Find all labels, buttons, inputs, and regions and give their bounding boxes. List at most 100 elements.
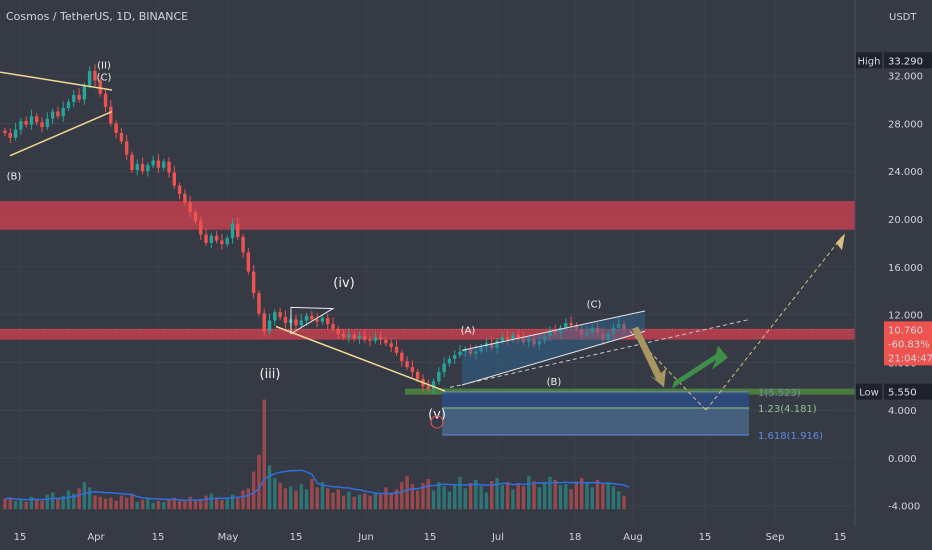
candle-body [262,313,266,332]
volume-bar [29,496,34,510]
candle-body [246,252,251,272]
volume-bar [527,475,531,510]
candle-body [336,328,341,334]
wave-label: (iii) [260,367,281,382]
volume-bar [35,499,39,510]
y-tick-label: 32.000 [888,72,923,83]
volume-bar [474,479,478,510]
fib-box-lower [442,407,749,436]
candle-body [378,337,383,340]
last-price-change: -60.83% [888,339,930,350]
volume-bar [479,486,483,510]
candle-body [357,336,362,339]
channel-dashed [449,318,751,388]
triangle-pattern [290,306,335,335]
volume-bar [262,399,266,510]
fib-label: 1(5.523) [758,388,801,399]
low-tag-label-bg [856,383,882,400]
candle-body [162,161,166,168]
volume-bar [188,496,192,510]
high-tag-value-bg [884,52,932,69]
volume-bar [124,497,129,510]
channel-bottom [461,330,646,386]
volume-bar [373,492,378,510]
candle-body [241,236,245,253]
x-tick-label: Jun [357,532,374,543]
candle-body [579,328,584,335]
volume-bar [177,500,182,510]
candle-body [199,221,203,235]
volume-bar [341,495,346,510]
volume-bar [119,495,124,510]
volume-bar [357,494,362,510]
volume-bar [278,483,282,510]
volume-bar [209,493,214,510]
projection-arrowhead [836,233,845,251]
candle-body [109,106,113,124]
volume-bar [468,483,473,510]
volume-bar [564,484,568,510]
candle-body [230,223,235,239]
projection-up [705,236,843,411]
x-tick-label: 15 [699,532,712,543]
candle-body [505,337,510,340]
volume-bar [368,495,372,510]
last-price-bg [884,321,932,366]
candle-body [257,293,261,314]
volume-bar [50,492,55,510]
candle-body [267,320,272,332]
volume-bar [415,490,420,510]
candle-body [542,336,547,341]
wave-labels: (II)(C)(B)(iii)(iv)(v)(A)(B)(C) [7,61,601,429]
volume-bar [251,471,256,510]
volume-bar [617,491,621,510]
volume-bar [611,486,616,510]
y-unit-label: USDT [889,12,917,23]
x-tick-label: Sep [766,532,785,543]
x-tick-label: 15 [290,532,303,543]
candle-body [278,312,282,317]
time-axis[interactable]: 15 Apr 15 May 15 Jun 15 Jul 18 Aug 15 Sep 15 [14,532,847,543]
candle-body [495,340,499,349]
volume-bar [378,494,383,510]
volume-bar [505,482,510,510]
volume-bar [537,487,542,510]
volume-bar [225,497,229,510]
candle-body [251,271,256,294]
candle-body [304,315,309,321]
wave-label: (C) [97,72,112,83]
candle-body [326,318,330,325]
volume-bar [193,500,198,510]
rising-channel [462,310,645,386]
candle-body [595,327,600,334]
candle-body [209,235,214,243]
candle-body [468,349,473,354]
candle-body [431,381,436,389]
volume-bar [579,477,584,510]
y-tick-label: 12.000 [888,311,923,322]
x-tick-label: 15 [424,532,437,543]
volume-bar [8,497,12,510]
candle-body [273,312,277,321]
volume-bar [558,485,563,510]
candle-body [527,338,531,343]
candle-body [40,122,44,128]
volume-bar [490,481,494,510]
candle-body [368,339,372,341]
volume-bar [61,495,65,510]
candle-body [442,363,446,372]
x-tick-label: 18 [569,532,582,543]
price-axis[interactable]: 32.00028.00024.00020.00016.00012.0008.00… [854,0,932,550]
candle-body [225,238,229,245]
candle-body [590,327,594,333]
candle-body [124,141,129,155]
volume-bar [162,501,166,510]
volume-bar [156,500,161,510]
volume-bar [24,501,28,510]
candle-body [93,70,97,81]
volume-bar [299,484,303,510]
wave-drawings [0,71,855,411]
volume-bar [590,487,594,510]
volume-bar [548,476,552,510]
